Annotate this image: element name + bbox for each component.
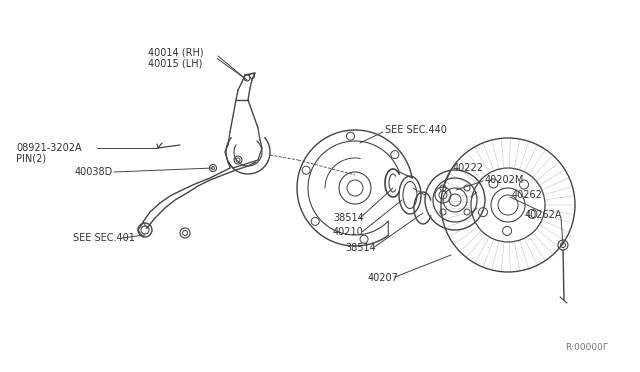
Text: 40014 (RH): 40014 (RH) bbox=[148, 47, 204, 57]
Text: 40262: 40262 bbox=[512, 190, 543, 200]
Text: SEE SEC.401: SEE SEC.401 bbox=[73, 233, 135, 243]
Text: 40207: 40207 bbox=[368, 273, 399, 283]
Text: R·00000Γ: R·00000Γ bbox=[565, 343, 608, 353]
Text: SEE SEC.440: SEE SEC.440 bbox=[385, 125, 447, 135]
Text: 40222: 40222 bbox=[453, 163, 484, 173]
Text: 08921-3202A: 08921-3202A bbox=[16, 143, 82, 153]
Text: 40262A: 40262A bbox=[525, 210, 563, 220]
Text: 40210: 40210 bbox=[333, 227, 364, 237]
Text: 38514: 38514 bbox=[345, 243, 376, 253]
Text: 40038D: 40038D bbox=[75, 167, 113, 177]
Text: 40015 (LH): 40015 (LH) bbox=[148, 58, 202, 68]
Text: 40202M: 40202M bbox=[485, 175, 524, 185]
Text: 38514: 38514 bbox=[333, 213, 364, 223]
Text: PIN(2): PIN(2) bbox=[16, 153, 46, 163]
